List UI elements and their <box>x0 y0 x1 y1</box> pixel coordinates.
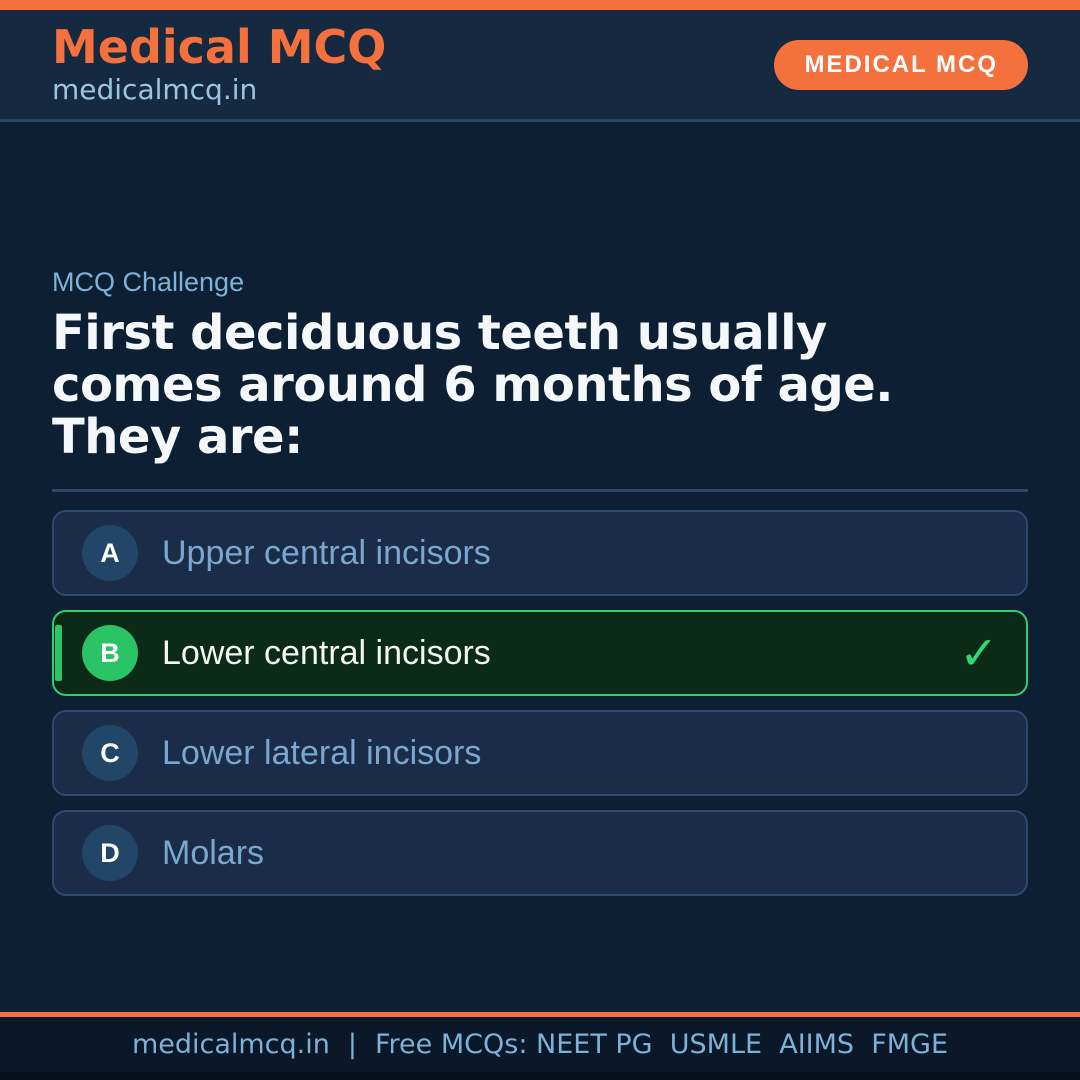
option-letter-badge: B <box>82 625 138 681</box>
question-eyebrow: MCQ Challenge <box>52 267 245 297</box>
option-label: Upper central incisors <box>162 533 491 572</box>
option-label: Lower lateral incisors <box>162 733 482 772</box>
brand: Medical MCQ medicalmcq.in <box>52 19 387 107</box>
question-line-2: comes around 6 months of age. <box>52 357 894 413</box>
quiz-body: MCQ Challenge First deciduous teeth usua… <box>0 267 1080 896</box>
footer-tagline: Free MCQs: NEET PG USMLE AIIMS FMGE <box>374 1029 949 1060</box>
question-line-3: They are: <box>52 409 303 465</box>
check-icon: ✓ <box>959 626 998 680</box>
divider <box>52 489 1028 492</box>
option-letter-badge: A <box>82 525 138 581</box>
brand-title: Medical MCQ <box>52 19 387 74</box>
top-accent-bar <box>0 0 1080 10</box>
option-letter-badge: D <box>82 825 138 881</box>
header: Medical MCQ medicalmcq.in MEDICAL MCQ <box>0 10 1080 122</box>
option-b[interactable]: B Lower central incisors ✓ <box>52 610 1028 696</box>
brand-subtitle: medicalmcq.in <box>52 73 258 107</box>
footer-site: medicalmcq.in <box>131 1029 330 1060</box>
footer: medicalmcq.in | Free MCQs: NEET PG USMLE… <box>0 1012 1080 1080</box>
footer-separator: | <box>347 1029 357 1060</box>
option-letter-badge: C <box>82 725 138 781</box>
option-label: Lower central incisors <box>162 633 491 672</box>
question-line-1: First deciduous teeth usually <box>52 305 827 361</box>
footer-accent-line <box>0 1012 1080 1017</box>
question-text: First deciduous teeth usually comes arou… <box>52 307 1028 463</box>
option-label: Molars <box>162 833 265 872</box>
footer-bottom-strip <box>0 1072 1080 1080</box>
options-list: A Upper central incisors ✓ B Lower central i… <box>52 510 1028 896</box>
brand-badge: MEDICAL MCQ <box>774 39 1028 90</box>
footer-bar: medicalmcq.in | Free MCQs: NEET PG USMLE… <box>0 1017 1080 1072</box>
